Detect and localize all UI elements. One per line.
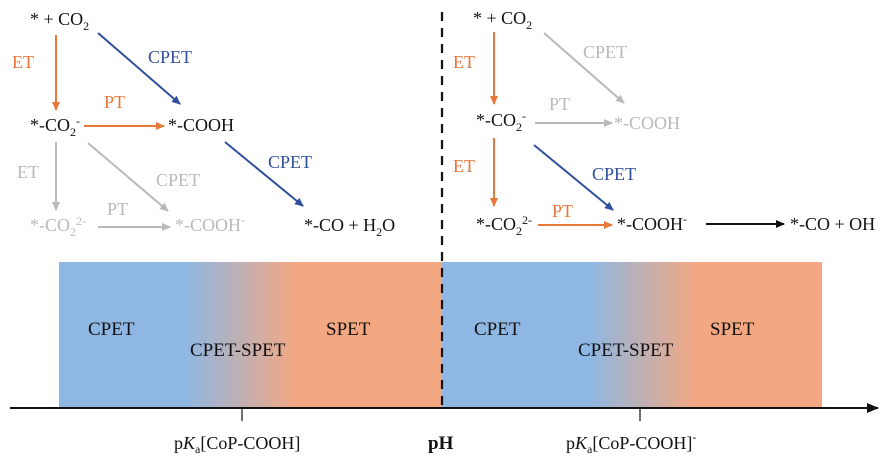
band-left bbox=[59, 262, 442, 408]
band-right-mix-label: CPET-SPET bbox=[578, 340, 674, 361]
right-species-cooh: *-COOH bbox=[614, 113, 680, 133]
band-left-mix-label: CPET-SPET bbox=[190, 340, 286, 361]
left-label-cpet-1: CPET bbox=[148, 47, 192, 67]
band-right-spet-label: SPET bbox=[710, 319, 755, 340]
right-label-et-2: ET bbox=[453, 156, 475, 176]
right-label-et-1: ET bbox=[453, 52, 475, 72]
left-arrow-cpet-1 bbox=[97, 32, 181, 105]
right-arrow-cpet-2 bbox=[533, 144, 614, 211]
right-species-cooh-minus: *-COOH- bbox=[617, 212, 687, 234]
right-species-co2-2minus: *-CO22- bbox=[476, 213, 532, 238]
left-species-cooh: *-COOH bbox=[168, 115, 234, 135]
left-label-pt-1: PT bbox=[104, 92, 125, 112]
left-label-cpet-2: CPET bbox=[268, 152, 312, 172]
left-species-co2-minus: *-CO2- bbox=[30, 114, 80, 139]
band-right-cpet-label: CPET bbox=[474, 319, 521, 340]
right-label-cpet-1: CPET bbox=[583, 42, 627, 62]
left-label-cpet-3: CPET bbox=[156, 170, 200, 190]
right-label-pt-1: PT bbox=[549, 94, 570, 114]
right-species-start: * + CO2 bbox=[473, 8, 532, 32]
left-label-et-2: ET bbox=[17, 162, 39, 182]
left-arrow-cpet-3 bbox=[87, 142, 169, 212]
right-species-product: *-CO + OH bbox=[790, 214, 875, 234]
right-label-pt-2: PT bbox=[552, 201, 573, 221]
right-species-co2-minus: *-CO2- bbox=[476, 109, 526, 134]
ph-axis-label: pH bbox=[428, 433, 454, 454]
band-left-cpet-label: CPET bbox=[88, 319, 135, 340]
right-arrow-cpet-1 bbox=[543, 32, 625, 104]
band-left-spet-label: SPET bbox=[326, 319, 371, 340]
pka-right-label: pKa[CoP-COOH]- bbox=[566, 430, 696, 456]
left-species-cooh-minus: *-COOH- bbox=[175, 213, 245, 235]
right-label-cpet-2: CPET bbox=[592, 164, 636, 184]
left-species-co2-2minus: *-CO22- bbox=[30, 214, 86, 239]
left-label-et-1: ET bbox=[12, 52, 34, 72]
left-species-product: *-CO + H2O bbox=[304, 215, 395, 239]
pka-left-label: pKa[CoP-COOH] bbox=[174, 433, 300, 456]
left-label-pt-2: PT bbox=[107, 199, 128, 219]
left-arrow-cpet-2 bbox=[224, 141, 304, 207]
band-right bbox=[442, 262, 822, 408]
left-species-start: * + CO2 bbox=[30, 9, 89, 33]
